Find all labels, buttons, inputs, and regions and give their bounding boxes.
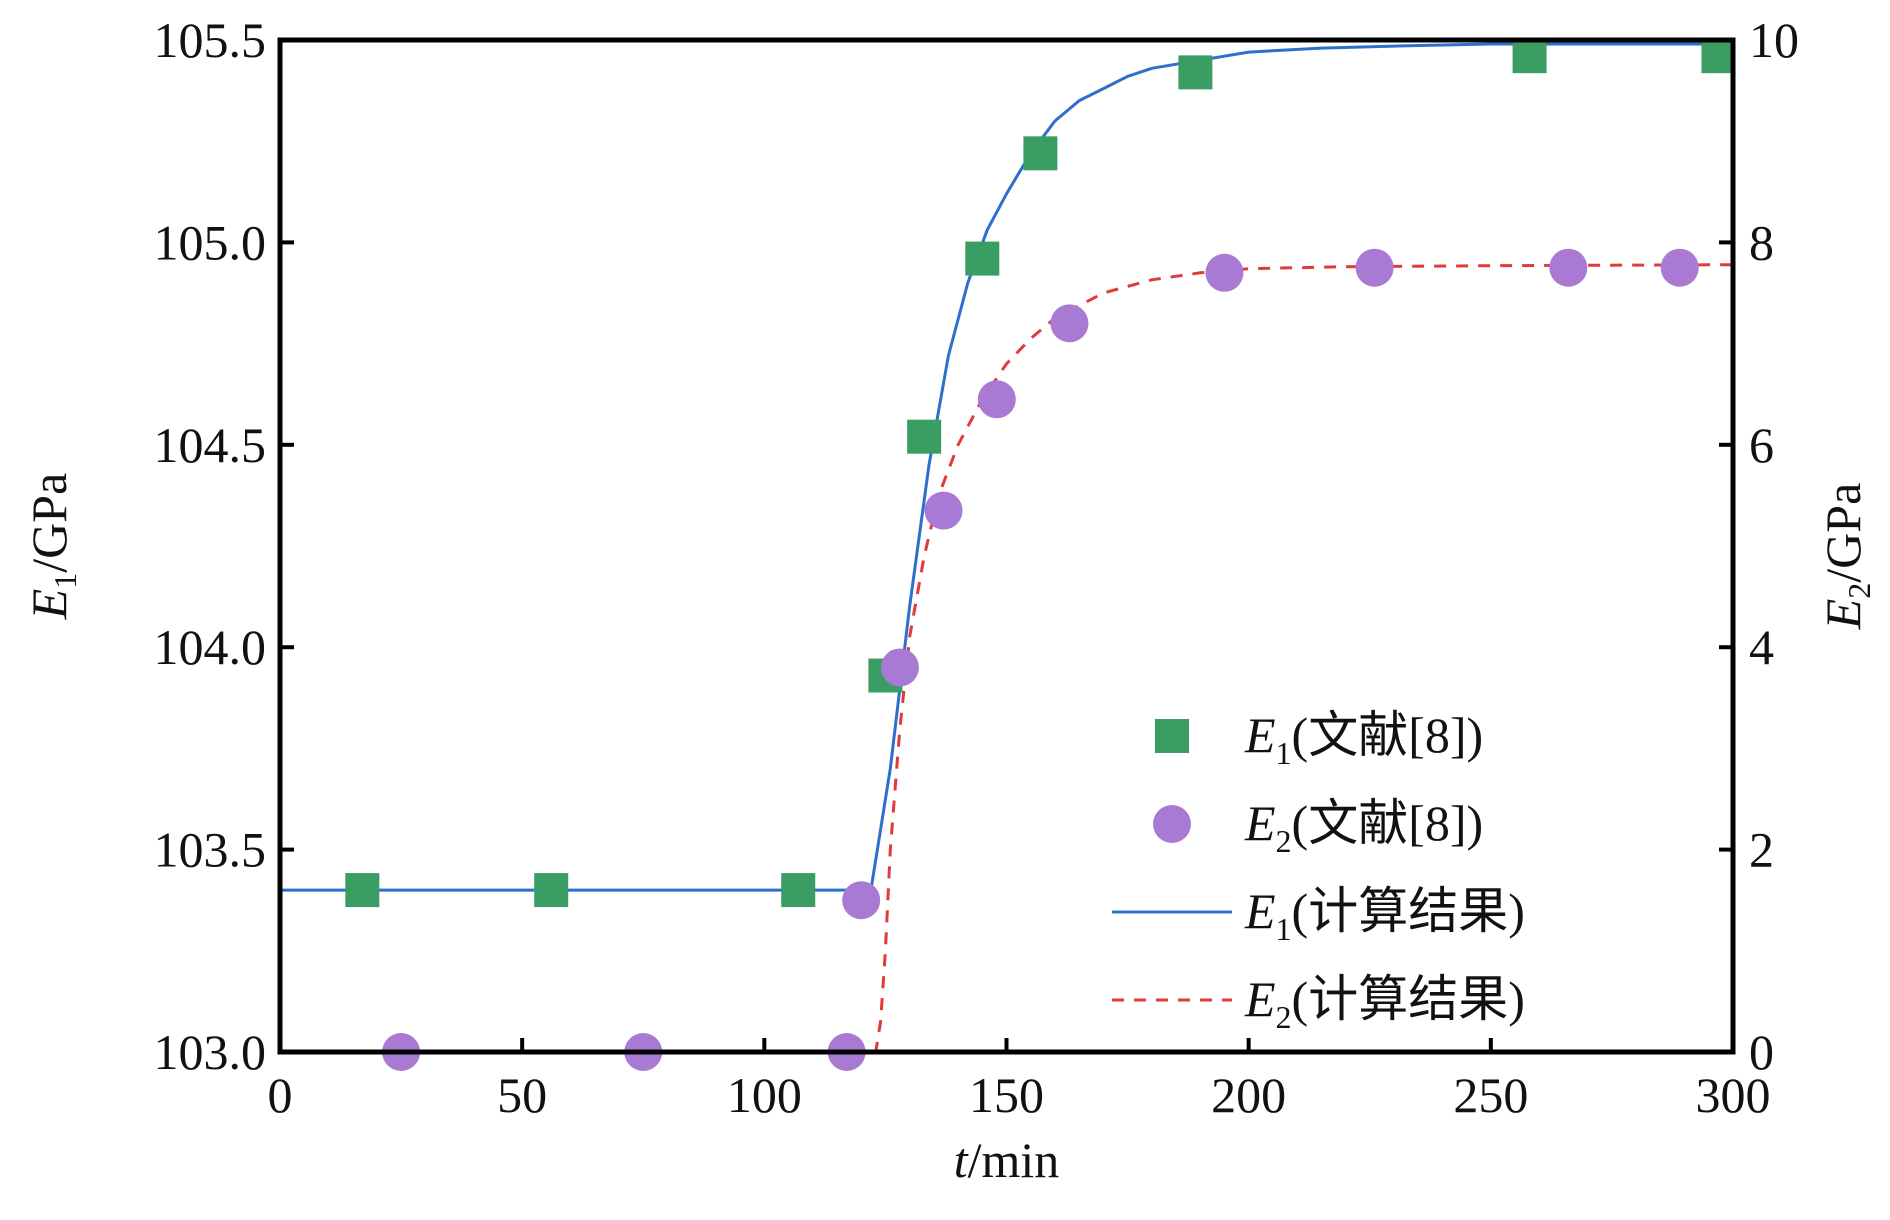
x-tick-label: 150 [969, 1067, 1044, 1123]
y-left-axis-title: E1/GPa [21, 473, 83, 621]
chart-marks [280, 39, 1736, 1071]
x-tick-label: 50 [497, 1067, 547, 1123]
x-tick-label: 300 [1696, 1067, 1771, 1123]
legend-marker-2 [1153, 805, 1191, 843]
series-line-3 [280, 42, 1733, 892]
series-2-point [977, 380, 1016, 419]
series-1-point [1178, 55, 1213, 90]
y-left-axis-title-sub: 1 [47, 573, 83, 589]
x-tick-label: 100 [727, 1067, 802, 1123]
series-1-point [1701, 39, 1736, 74]
x-axis-title-var: t [954, 1132, 969, 1188]
series-2-point [1205, 253, 1244, 292]
y-right-axis-title: E2/GPa [1815, 483, 1877, 631]
series-1-point [534, 873, 569, 908]
series-1-point [345, 873, 380, 908]
y-left-tick-label: 105.5 [154, 12, 267, 68]
y-right-tick-label: 10 [1749, 12, 1799, 68]
y-left-tick-label: 104.5 [154, 417, 267, 473]
series-2-point [1549, 248, 1588, 287]
y-left-tick-label: 104.0 [154, 619, 267, 675]
y-left-axis-title-var: E [21, 589, 77, 621]
y-left-tick-label: 103.5 [154, 822, 267, 878]
y-right-tick-label: 0 [1749, 1024, 1774, 1080]
axis-ticks [278, 38, 1735, 1054]
y-left-axis-title-unit: /GPa [21, 473, 77, 573]
legend-label-2: E2(文献[8]) [1244, 795, 1483, 859]
y-right-tick-label: 8 [1749, 214, 1774, 270]
series-2-point [1355, 248, 1394, 287]
y-right-axis-title-var: E [1815, 599, 1871, 631]
tick-labels: 0 50 100 150 200 250 300103.0103.5104.0104.510… [154, 12, 1800, 1123]
legend-marker-1 [1155, 719, 1189, 753]
series-1-point [907, 419, 942, 454]
y-right-tick-label: 6 [1749, 417, 1774, 473]
x-tick-label: 0 [268, 1067, 293, 1123]
legend-label-3: E1(计算结果) [1244, 883, 1525, 947]
series-1-point [1512, 39, 1547, 74]
legend-label-4: E2(计算结果) [1244, 971, 1525, 1035]
y-right-tick-label: 4 [1749, 619, 1774, 675]
x-axis-title: t/min [954, 1132, 1060, 1188]
legend: E1(文献[8]) E2(文献[8]) E1(计算结果) E2(计算结果) [1112, 707, 1525, 1035]
x-tick-label: 250 [1453, 1067, 1528, 1123]
y-right-axis-title-sub: 2 [1841, 583, 1877, 599]
series-2-point [924, 491, 963, 530]
y-left-tick-label: 103.0 [154, 1024, 267, 1080]
series-2-point [1660, 248, 1699, 287]
y-right-axis-title-unit: /GPa [1815, 483, 1871, 583]
y-left-tick-label: 105.0 [154, 214, 267, 270]
series-1-point [781, 873, 816, 908]
series-2-point [1050, 304, 1089, 343]
series-1-point [1023, 136, 1058, 171]
x-axis-title-unit: /min [968, 1132, 1060, 1188]
series-1-point [965, 241, 1000, 276]
x-tick-label: 200 [1211, 1067, 1286, 1123]
series-2-point [880, 648, 919, 687]
y-right-tick-label: 2 [1749, 822, 1774, 878]
legend-label-1: E1(文献[8]) [1244, 707, 1483, 771]
series-2-point [842, 881, 881, 920]
